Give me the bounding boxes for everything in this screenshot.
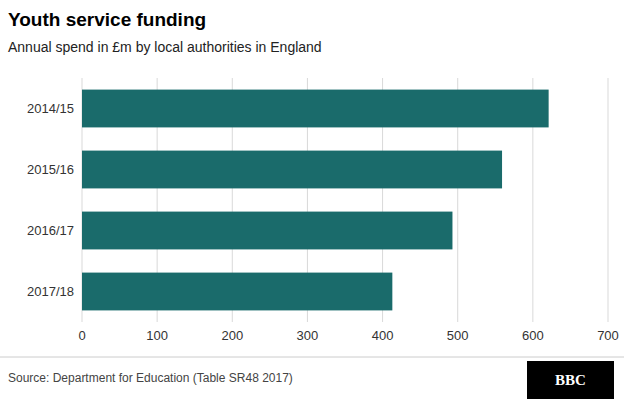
x-tick-label: 400 <box>372 328 394 343</box>
x-tick-label: 100 <box>146 328 168 343</box>
logo-box <box>527 361 614 399</box>
x-tick-label: 0 <box>78 328 85 343</box>
y-tick-label: 2015/16 <box>27 162 74 177</box>
chart-container: Youth service funding Annual spend in £m … <box>0 0 624 403</box>
logo-text: BBC <box>555 372 586 388</box>
x-tick-label: 700 <box>597 328 619 343</box>
y-tick-label: 2016/17 <box>27 223 74 238</box>
x-tick-label: 200 <box>221 328 243 343</box>
y-tick-label: 2017/18 <box>27 284 74 299</box>
grid-line <box>608 78 609 322</box>
bar <box>82 212 452 250</box>
x-tick-label: 300 <box>297 328 319 343</box>
title: Youth service funding <box>8 9 206 30</box>
subtitle: Annual spend in £m by local authorities … <box>8 39 322 55</box>
bar <box>82 90 549 128</box>
x-tick-label: 600 <box>522 328 544 343</box>
bar <box>82 273 392 311</box>
background <box>0 0 624 403</box>
source-text: Source: Department for Education (Table … <box>8 371 293 385</box>
bars <box>82 90 549 311</box>
x-tick-label: 500 <box>447 328 469 343</box>
grid <box>82 78 608 322</box>
bar <box>82 151 502 189</box>
footer-separator <box>0 357 624 358</box>
chart-svg: Youth service funding Annual spend in £m … <box>0 0 624 403</box>
y-tick-label: 2014/15 <box>27 101 74 116</box>
